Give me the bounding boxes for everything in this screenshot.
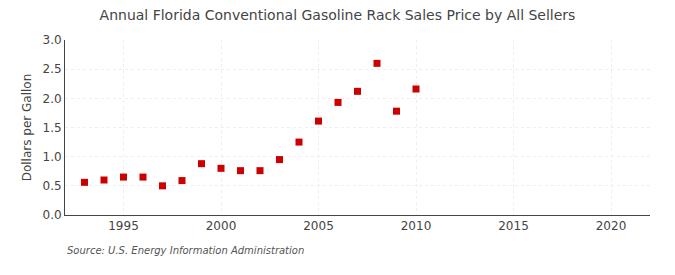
svg-text:2000: 2000 xyxy=(206,219,237,233)
svg-text:3.0: 3.0 xyxy=(43,33,62,47)
svg-text:0.0: 0.0 xyxy=(43,208,62,222)
svg-text:2010: 2010 xyxy=(401,219,432,233)
svg-text:2015: 2015 xyxy=(498,219,529,233)
svg-text:Dollars per Gallon: Dollars per Gallon xyxy=(20,74,34,182)
svg-text:Source: U.S. Energy Informatio: Source: U.S. Energy Information Administ… xyxy=(67,245,304,256)
svg-text:Annual Florida Conventional Ga: Annual Florida Conventional Gasoline Rac… xyxy=(100,7,576,23)
svg-text:1.5: 1.5 xyxy=(43,121,62,135)
svg-text:0.5: 0.5 xyxy=(43,179,62,193)
svg-text:2020: 2020 xyxy=(596,219,627,233)
svg-text:1.0: 1.0 xyxy=(43,150,62,164)
svg-text:1995: 1995 xyxy=(108,219,139,233)
svg-text:2.0: 2.0 xyxy=(43,92,62,106)
svg-text:2005: 2005 xyxy=(303,219,334,233)
svg-text:2.5: 2.5 xyxy=(43,62,62,76)
